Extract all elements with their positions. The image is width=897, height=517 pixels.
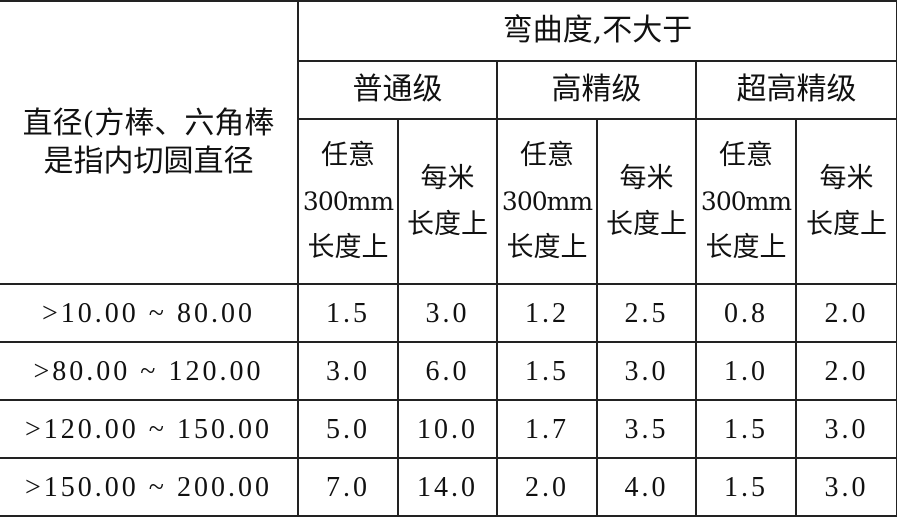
sub-header-any300: 任意 300mm 长度上 bbox=[496, 118, 598, 285]
sub-header-per-meter: 每米 长度上 bbox=[596, 118, 697, 285]
diameter-header: 直径(方棒、六角棒 是指内切圆直径 bbox=[0, 0, 299, 285]
diameter-cell: >80.00 ~ 120.00 bbox=[0, 341, 299, 401]
value-cell: 1.5 bbox=[695, 399, 797, 459]
grade-normal: 普通级 bbox=[297, 60, 498, 120]
value-cell: 3.0 bbox=[794, 457, 897, 517]
value-cell: 3.0 bbox=[794, 399, 897, 459]
value-cell: 2.0 bbox=[794, 341, 897, 401]
value-cell: 0.8 bbox=[695, 283, 797, 343]
value-cell: 1.7 bbox=[496, 399, 598, 459]
value-cell: 1.0 bbox=[695, 341, 797, 401]
value-cell: 10.0 bbox=[397, 399, 498, 459]
value-cell: 5.0 bbox=[297, 399, 399, 459]
value-cell: 3.5 bbox=[596, 399, 697, 459]
group-header: 弯曲度,不大于 bbox=[296, 0, 897, 62]
value-cell: 2.0 bbox=[496, 457, 598, 517]
value-cell: 2.0 bbox=[794, 283, 897, 343]
sub-header-per-meter: 每米 长度上 bbox=[794, 118, 897, 285]
sub-header-any300: 任意 300mm 长度上 bbox=[695, 118, 797, 285]
value-cell: 1.5 bbox=[496, 341, 598, 401]
grade-ultra: 超高精级 bbox=[694, 60, 897, 120]
table-row: >150.00 ~ 200.00 7.0 14.0 2.0 4.0 1.5 3.0 bbox=[0, 457, 897, 517]
table-row: >80.00 ~ 120.00 3.0 6.0 1.5 3.0 1.0 2.0 bbox=[0, 341, 897, 401]
value-cell: 4.0 bbox=[596, 457, 697, 517]
sub-header-per-meter: 每米 长度上 bbox=[397, 118, 498, 285]
value-cell: 1.5 bbox=[695, 457, 797, 517]
table-row: >10.00 ~ 80.00 1.5 3.0 1.2 2.5 0.8 2.0 bbox=[0, 283, 897, 343]
value-cell: 1.2 bbox=[496, 283, 598, 343]
sub-header-any300: 任意 300mm 长度上 bbox=[297, 118, 399, 285]
value-cell: 6.0 bbox=[397, 341, 498, 401]
diameter-cell: >120.00 ~ 150.00 bbox=[0, 399, 299, 459]
diameter-cell: >150.00 ~ 200.00 bbox=[0, 457, 299, 517]
value-cell: 3.0 bbox=[397, 283, 498, 343]
grade-high: 高精级 bbox=[496, 60, 697, 120]
value-cell: 3.0 bbox=[596, 341, 697, 401]
table-row: >120.00 ~ 150.00 5.0 10.0 1.7 3.5 1.5 3.0 bbox=[0, 399, 897, 459]
value-cell: 2.5 bbox=[596, 283, 697, 343]
value-cell: 7.0 bbox=[297, 457, 399, 517]
value-cell: 1.5 bbox=[297, 283, 399, 343]
value-cell: 3.0 bbox=[297, 341, 399, 401]
value-cell: 14.0 bbox=[397, 457, 498, 517]
diameter-cell: >10.00 ~ 80.00 bbox=[0, 283, 299, 343]
